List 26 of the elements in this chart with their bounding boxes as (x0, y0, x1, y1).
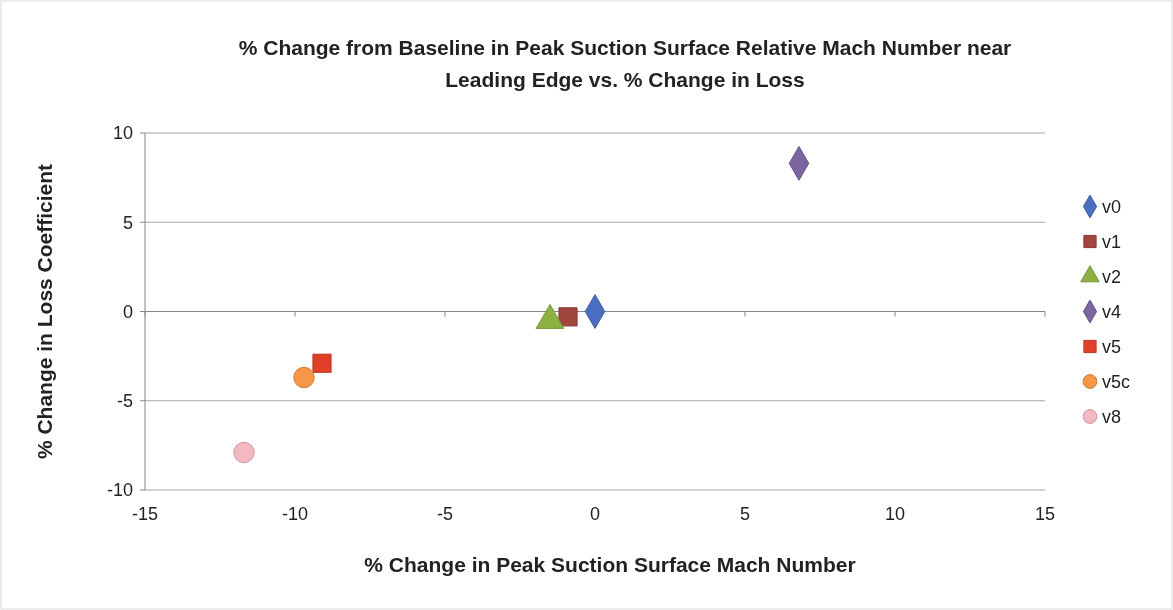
y-tick-label: 0 (122, 301, 133, 322)
point (233, 441, 255, 464)
x-tick-label: -15 (131, 504, 159, 524)
point (293, 366, 315, 389)
legend-label: v0 (1102, 196, 1122, 217)
x-tick-label: 0 (589, 504, 601, 524)
legend-label: v5 (1102, 336, 1122, 357)
point (312, 353, 332, 373)
legend-label: v5c (1102, 371, 1131, 392)
y-tick-label: -10 (106, 480, 133, 501)
x-tick-label: -10 (281, 504, 309, 524)
legend-label: v4 (1102, 301, 1122, 322)
legend-label: v2 (1102, 266, 1122, 287)
x-tick-label: 15 (1034, 504, 1056, 524)
legend-label: v1 (1102, 231, 1122, 252)
chart-title: % Change from Baseline in Peak Suction Surface Relative Mach Number near Leading Edge vs. % Change in Loss (238, 36, 1012, 91)
y-tick-label: 5 (122, 212, 133, 233)
point (558, 307, 578, 327)
x-axis-title: % Change in Peak Suction Surface Mach Number (364, 553, 856, 576)
y-tick-label: -5 (116, 391, 133, 412)
y-axis-title: % Change in Loss Coefficient (33, 163, 56, 460)
y-tick-label: 10 (112, 123, 133, 144)
x-tick-label: 5 (739, 504, 751, 524)
x-tick-label: 10 (884, 504, 906, 524)
legend-label: v8 (1102, 406, 1122, 427)
x-tick-label: -5 (436, 504, 454, 524)
